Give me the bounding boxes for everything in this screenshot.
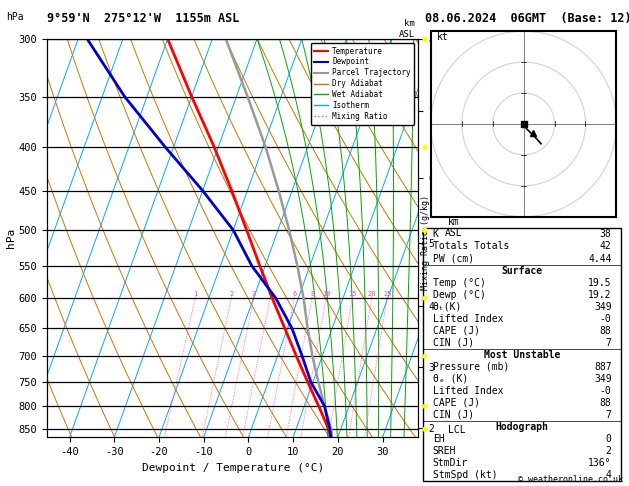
Text: 38: 38 <box>600 229 611 240</box>
Text: 19.2: 19.2 <box>588 290 611 299</box>
Legend: Temperature, Dewpoint, Parcel Trajectory, Dry Adiabat, Wet Adiabat, Isotherm, Mi: Temperature, Dewpoint, Parcel Trajectory… <box>311 43 415 125</box>
Text: 25: 25 <box>383 291 391 297</box>
Text: 88: 88 <box>600 398 611 408</box>
Text: Lifted Index: Lifted Index <box>433 313 503 324</box>
Text: kt: kt <box>437 33 449 42</box>
Text: K: K <box>433 229 438 240</box>
Text: 2: 2 <box>230 291 234 297</box>
Text: CAPE (J): CAPE (J) <box>433 398 480 408</box>
Text: 19.5: 19.5 <box>588 278 611 288</box>
Text: EH: EH <box>433 434 444 444</box>
Text: SREH: SREH <box>433 446 456 456</box>
Text: 42: 42 <box>600 242 611 251</box>
Text: Totals Totals: Totals Totals <box>433 242 509 251</box>
Text: © weatheronline.co.uk: © weatheronline.co.uk <box>518 474 623 484</box>
Text: 0: 0 <box>606 434 611 444</box>
Text: ●: ● <box>421 295 428 301</box>
Text: Mixing Ratio (g/kg): Mixing Ratio (g/kg) <box>421 195 430 291</box>
X-axis label: Dewpoint / Temperature (°C): Dewpoint / Temperature (°C) <box>142 463 324 473</box>
Text: 88: 88 <box>600 326 611 336</box>
Text: CIN (J): CIN (J) <box>433 410 474 420</box>
Text: ●: ● <box>421 227 428 233</box>
Text: 7: 7 <box>606 338 611 348</box>
Text: 349: 349 <box>594 374 611 384</box>
Text: Lifted Index: Lifted Index <box>433 386 503 396</box>
Y-axis label: km
ASL: km ASL <box>445 217 462 238</box>
Text: ●: ● <box>421 426 428 432</box>
Text: 1: 1 <box>193 291 198 297</box>
Text: 4.44: 4.44 <box>588 254 611 263</box>
Text: 6: 6 <box>292 291 297 297</box>
Text: 4: 4 <box>606 470 611 480</box>
Text: km
ASL: km ASL <box>399 19 415 39</box>
Text: LCL: LCL <box>448 425 465 435</box>
Text: Most Unstable: Most Unstable <box>484 350 560 360</box>
Text: 20: 20 <box>368 291 376 297</box>
Y-axis label: hPa: hPa <box>6 228 16 248</box>
Text: StmSpd (kt): StmSpd (kt) <box>433 470 498 480</box>
Text: 10: 10 <box>322 291 330 297</box>
Text: 887: 887 <box>594 362 611 372</box>
Text: 2: 2 <box>606 446 611 456</box>
Text: 4: 4 <box>269 291 272 297</box>
Text: 8: 8 <box>310 291 314 297</box>
Text: Dewp (°C): Dewp (°C) <box>433 290 486 299</box>
Text: hPa: hPa <box>6 12 24 22</box>
Text: Temp (°C): Temp (°C) <box>433 278 486 288</box>
Text: ●: ● <box>421 403 428 409</box>
Text: 7: 7 <box>606 410 611 420</box>
Text: 15: 15 <box>348 291 357 297</box>
Text: -0: -0 <box>600 313 611 324</box>
Text: θₑ (K): θₑ (K) <box>433 374 468 384</box>
Text: 349: 349 <box>594 302 611 312</box>
Text: -0: -0 <box>600 386 611 396</box>
Text: PW (cm): PW (cm) <box>433 254 474 263</box>
Text: Pressure (mb): Pressure (mb) <box>433 362 509 372</box>
Text: CAPE (J): CAPE (J) <box>433 326 480 336</box>
Text: 9°59'N  275°12'W  1155m ASL: 9°59'N 275°12'W 1155m ASL <box>47 12 240 25</box>
Text: ●: ● <box>421 36 428 42</box>
Text: 08.06.2024  06GMT  (Base: 12): 08.06.2024 06GMT (Base: 12) <box>425 12 629 25</box>
Text: StmDir: StmDir <box>433 458 468 468</box>
Text: ●: ● <box>421 143 428 150</box>
Text: Hodograph: Hodograph <box>496 422 548 432</box>
Text: CIN (J): CIN (J) <box>433 338 474 348</box>
Text: Surface: Surface <box>501 265 543 276</box>
Text: ●: ● <box>421 353 428 359</box>
Text: θₜ(K): θₜ(K) <box>433 302 462 312</box>
Text: 3: 3 <box>252 291 256 297</box>
Text: 136°: 136° <box>588 458 611 468</box>
